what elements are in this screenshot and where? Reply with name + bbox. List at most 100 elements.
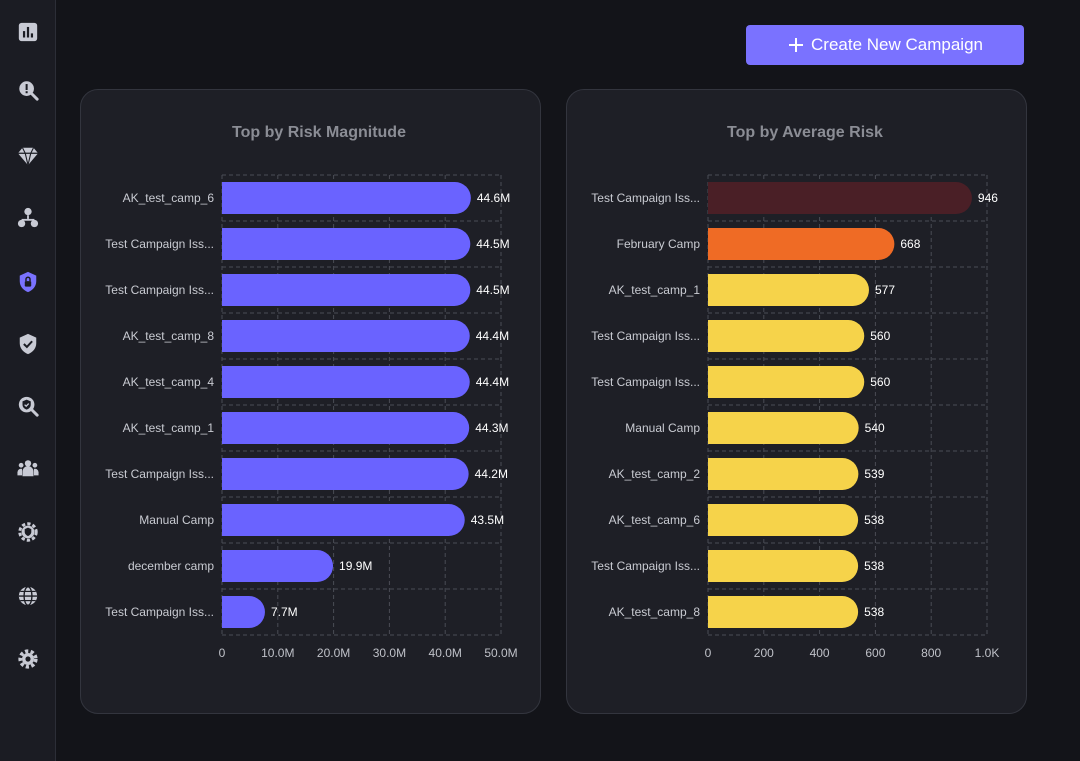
bar[interactable] <box>708 412 859 444</box>
bar[interactable] <box>708 228 895 260</box>
category-label: Test Campaign Iss... <box>105 467 214 481</box>
sidebar-item-gear-shield[interactable] <box>0 512 55 552</box>
search-shield-icon <box>17 395 39 417</box>
average-risk-chart: Top by Average Risk Test Campaign Iss... 9… <box>591 124 1000 660</box>
value-label: 538 <box>864 605 884 619</box>
value-label: 538 <box>864 559 884 573</box>
category-label: Manual Camp <box>625 421 700 435</box>
x-tick-label: 20.0M <box>317 646 350 660</box>
bar[interactable] <box>222 274 471 306</box>
sidebar-item-users[interactable] <box>0 448 55 488</box>
sidebar-item-hierarchy[interactable] <box>0 198 55 238</box>
bar[interactable] <box>708 182 972 214</box>
category-label: AK_test_camp_6 <box>123 191 215 205</box>
value-label: 577 <box>875 283 895 297</box>
average-risk-card: Top by Average Risk Test Campaign Iss... 9… <box>566 89 1027 714</box>
gridlines <box>221 174 502 636</box>
bar[interactable] <box>222 320 470 352</box>
bar[interactable] <box>222 182 471 214</box>
bar[interactable] <box>222 412 470 444</box>
bar[interactable] <box>222 504 465 536</box>
category-label: Test Campaign Iss... <box>591 375 700 389</box>
sidebar-item-shield-lock[interactable] <box>0 262 55 302</box>
bar[interactable] <box>708 596 859 628</box>
category-label: Test Campaign Iss... <box>591 191 700 205</box>
value-label: 539 <box>864 467 884 481</box>
value-label: 44.5M <box>476 237 509 251</box>
sidebar-item-search-alert[interactable] <box>0 70 55 110</box>
chart-title: Top by Risk Magnitude <box>232 124 406 141</box>
bar[interactable] <box>222 366 470 398</box>
bar[interactable] <box>708 458 859 490</box>
x-tick-label: 10.0M <box>261 646 294 660</box>
value-label: 560 <box>870 375 890 389</box>
value-label: 19.9M <box>339 559 372 573</box>
category-label: december camp <box>128 559 214 573</box>
category-label: AK_test_camp_6 <box>609 513 701 527</box>
chart-title: Top by Average Risk <box>727 124 883 141</box>
users-icon <box>16 457 39 479</box>
bar[interactable] <box>222 596 265 628</box>
bar[interactable] <box>708 274 869 306</box>
value-label: 7.7M <box>271 605 298 619</box>
category-label: February Camp <box>617 237 701 251</box>
gridlines <box>707 174 988 636</box>
value-label: 560 <box>870 329 890 343</box>
category-label: Test Campaign Iss... <box>105 237 214 251</box>
x-tick-label: 50.0M <box>484 646 517 660</box>
x-tick-label: 200 <box>754 646 774 660</box>
value-label: 44.3M <box>475 421 508 435</box>
bar[interactable] <box>708 366 865 398</box>
bar[interactable] <box>708 550 859 582</box>
x-tick-label: 0 <box>219 646 226 660</box>
bar[interactable] <box>222 458 469 490</box>
category-label: Test Campaign Iss... <box>105 605 214 619</box>
category-label: Test Campaign Iss... <box>591 329 700 343</box>
bar[interactable] <box>708 504 859 536</box>
value-label: 44.6M <box>477 191 510 205</box>
x-tick-label: 30.0M <box>373 646 406 660</box>
x-tick-label: 0 <box>705 646 712 660</box>
shield-lock-icon <box>17 271 39 293</box>
value-label: 44.4M <box>476 375 509 389</box>
bar[interactable] <box>222 228 471 260</box>
bar[interactable] <box>222 550 334 582</box>
category-label: AK_test_camp_4 <box>123 375 215 389</box>
bar-chart-icon <box>17 21 39 43</box>
bar[interactable] <box>708 320 865 352</box>
search-alert-icon <box>17 79 39 101</box>
sidebar-item-search-shield[interactable] <box>0 386 55 426</box>
sidebar <box>0 0 56 761</box>
x-tick-label: 800 <box>921 646 941 660</box>
sidebar-item-settings[interactable] <box>0 639 55 679</box>
diamond-icon <box>17 145 39 167</box>
category-label: AK_test_camp_2 <box>609 467 701 481</box>
globe-icon <box>17 585 39 607</box>
shield-check-icon <box>17 333 39 355</box>
value-label: 44.2M <box>475 467 508 481</box>
category-label: Test Campaign Iss... <box>105 283 214 297</box>
value-label: 946 <box>978 191 998 205</box>
sidebar-item-globe[interactable] <box>0 576 55 616</box>
risk-magnitude-chart: Top by Risk Magnitude AK_test_camp_6 44.6M… <box>105 124 517 660</box>
category-label: AK_test_camp_1 <box>123 421 215 435</box>
x-tick-label: 1.0K <box>975 646 1000 660</box>
sidebar-item-dashboard[interactable] <box>0 12 55 52</box>
x-tick-label: 400 <box>810 646 830 660</box>
risk-magnitude-card: Top by Risk Magnitude AK_test_camp_6 44.6M… <box>80 89 541 714</box>
hierarchy-icon <box>17 207 39 229</box>
category-label: AK_test_camp_1 <box>609 283 701 297</box>
value-label: 538 <box>864 513 884 527</box>
gear-shield-icon <box>17 521 39 543</box>
category-label: Test Campaign Iss... <box>591 559 700 573</box>
category-label: AK_test_camp_8 <box>123 329 215 343</box>
category-label: Manual Camp <box>139 513 214 527</box>
sidebar-item-shield-check[interactable] <box>0 324 55 364</box>
x-tick-label: 40.0M <box>429 646 462 660</box>
create-campaign-label: Create New Campaign <box>811 35 983 54</box>
sidebar-item-diamond[interactable] <box>0 136 55 176</box>
create-campaign-button[interactable]: Create New Campaign <box>746 25 1024 65</box>
settings-icon <box>17 648 39 670</box>
value-label: 540 <box>865 421 885 435</box>
